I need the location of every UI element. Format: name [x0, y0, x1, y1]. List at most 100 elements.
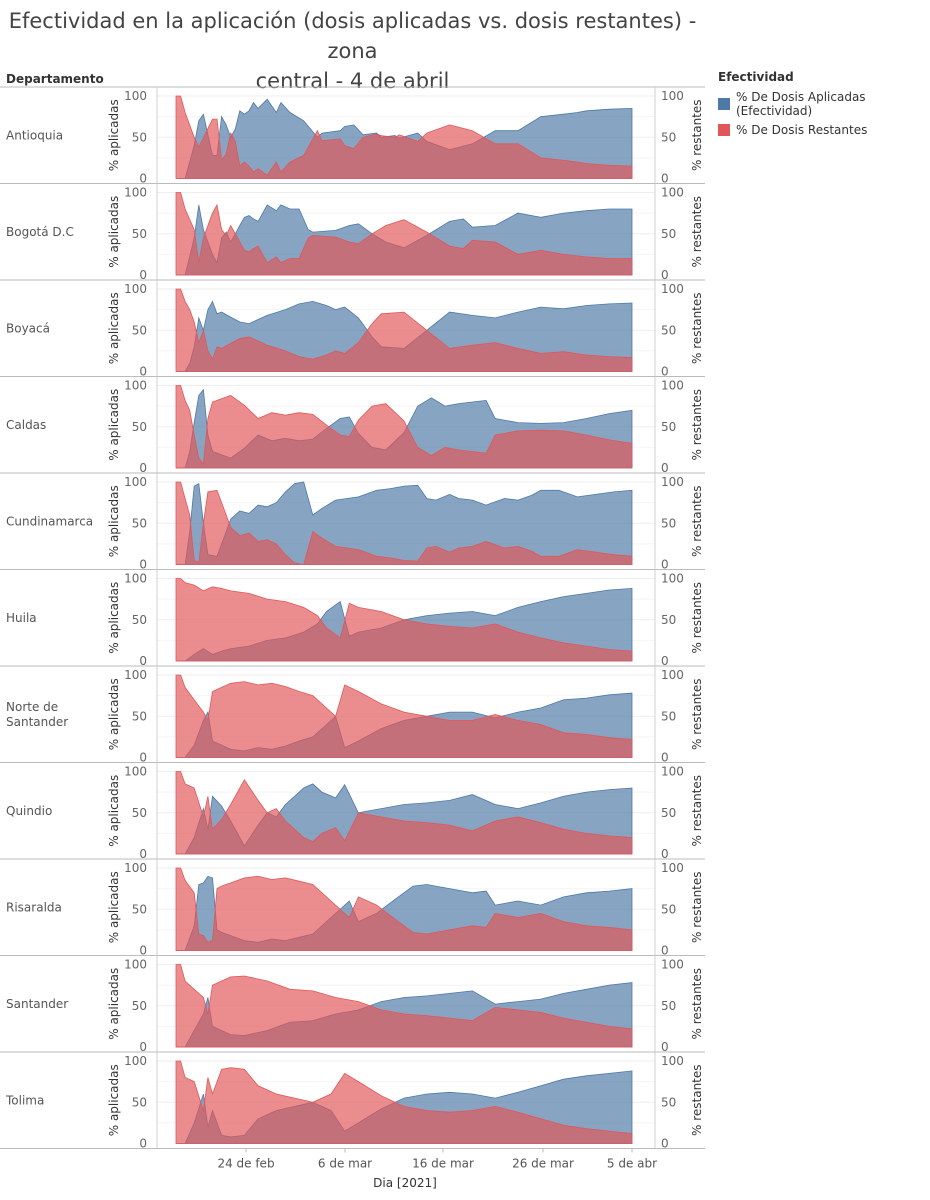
- y-tick-right: 50: [661, 709, 676, 723]
- x-tick-label: 6 de mar: [318, 1157, 372, 1171]
- y-tick-right: 0: [661, 847, 669, 861]
- y-tick-left: 0: [139, 461, 147, 475]
- y-tick-left: 50: [132, 420, 147, 434]
- series-restantes-area: [175, 288, 633, 372]
- y-tick-right: 0: [661, 654, 669, 668]
- y-tick-right: 50: [661, 323, 676, 337]
- y-axis-left-title: % aplicadas: [107, 871, 121, 943]
- y-tick-right: 100: [661, 572, 684, 586]
- y-axis-left-title: % aplicadas: [107, 196, 121, 268]
- y-tick-right: 0: [661, 558, 669, 572]
- y-tick-left: 50: [132, 323, 147, 337]
- department-label: Huila: [6, 611, 37, 625]
- legend-item-aplicadas[interactable]: % De Dosis Aplicadas (Efectividad): [718, 90, 928, 118]
- y-axis-left-title: % aplicadas: [107, 1064, 121, 1136]
- y-tick-right: 100: [661, 186, 684, 200]
- y-tick-right: 50: [661, 130, 676, 144]
- y-axis-right-title: % restantes: [690, 389, 704, 461]
- series-restantes-area: [175, 867, 633, 951]
- x-tick-label: 26 de mar: [512, 1157, 574, 1171]
- y-tick-left: 0: [139, 654, 147, 668]
- y-tick-right: 50: [661, 902, 676, 916]
- chart-title: Efectividad en la aplicación (dosis apli…: [0, 6, 705, 96]
- department-label: Santander: [6, 997, 68, 1011]
- y-tick-left: 0: [139, 847, 147, 861]
- y-tick-left: 100: [124, 186, 147, 200]
- y-tick-left: 100: [124, 572, 147, 586]
- y-tick-left: 0: [139, 365, 147, 379]
- y-axis-right-title: % restantes: [690, 871, 704, 943]
- y-tick-left: 100: [124, 1054, 147, 1068]
- y-tick-right: 100: [661, 282, 684, 296]
- y-tick-right: 100: [661, 861, 684, 875]
- y-tick-left: 50: [132, 613, 147, 627]
- y-tick-left: 100: [124, 958, 147, 972]
- y-tick-left: 50: [132, 227, 147, 241]
- department-label: Quindio: [6, 804, 52, 818]
- y-tick-right: 0: [661, 944, 669, 958]
- x-tick-label: 24 de feb: [217, 1157, 274, 1171]
- y-tick-left: 100: [124, 861, 147, 875]
- y-tick-left: 50: [132, 902, 147, 916]
- y-tick-right: 50: [661, 516, 676, 530]
- y-axis-right-title: % restantes: [690, 99, 704, 171]
- y-axis-left-title: % aplicadas: [107, 292, 121, 364]
- series-restantes-area: [175, 481, 633, 565]
- y-tick-right: 0: [661, 268, 669, 282]
- series-restantes-area: [175, 578, 633, 662]
- series-restantes-area: [175, 192, 633, 276]
- y-tick-right: 50: [661, 806, 676, 820]
- y-tick-left: 50: [132, 806, 147, 820]
- series-restantes-area: [175, 1060, 633, 1144]
- y-axis-right-title: % restantes: [690, 582, 704, 654]
- y-tick-right: 0: [661, 1137, 669, 1151]
- chart-title-line-2: central - 4 de abril: [255, 69, 450, 93]
- y-tick-right: 0: [661, 1040, 669, 1054]
- y-tick-right: 0: [661, 172, 669, 186]
- series-restantes-area: [175, 95, 633, 179]
- series-restantes-area: [175, 964, 633, 1048]
- department-label: Risaralda: [6, 900, 62, 914]
- y-tick-right: 0: [661, 461, 669, 475]
- y-tick-left: 50: [132, 1095, 147, 1109]
- y-tick-right: 50: [661, 1095, 676, 1109]
- y-tick-left: 0: [139, 268, 147, 282]
- chart-title-line-1: Efectividad en la aplicación (dosis apli…: [8, 9, 697, 63]
- y-axis-right-title: % restantes: [690, 485, 704, 557]
- department-label: Boyacá: [6, 321, 50, 335]
- x-axis-title: Dia [2021]: [373, 1176, 437, 1190]
- y-tick-right: 50: [661, 420, 676, 434]
- department-label: Caldas: [6, 418, 46, 432]
- y-tick-left: 50: [132, 130, 147, 144]
- legend-label-aplicadas: % De Dosis Aplicadas (Efectividad): [736, 90, 866, 118]
- y-tick-right: 0: [661, 365, 669, 379]
- y-tick-right: 100: [661, 1054, 684, 1068]
- legend-swatch-aplicadas: [718, 98, 730, 110]
- y-tick-left: 0: [139, 751, 147, 765]
- y-tick-left: 0: [139, 944, 147, 958]
- y-axis-right-title: % restantes: [690, 678, 704, 750]
- legend-title: Efectividad: [718, 70, 794, 84]
- department-label: Antioquia: [6, 128, 63, 142]
- department-label: Norte de: [6, 700, 58, 714]
- legend-item-restantes[interactable]: % De Dosis Restantes: [718, 123, 928, 137]
- series-restantes-area: [175, 385, 633, 469]
- department-label: Tolima: [5, 1093, 44, 1107]
- y-tick-left: 0: [139, 1137, 147, 1151]
- y-tick-left: 100: [124, 282, 147, 296]
- departamento-header: Departamento: [6, 72, 104, 86]
- y-tick-left: 0: [139, 172, 147, 186]
- y-tick-right: 50: [661, 999, 676, 1013]
- y-tick-left: 100: [124, 668, 147, 682]
- y-axis-left-title: % aplicadas: [107, 582, 121, 654]
- y-tick-left: 0: [139, 558, 147, 572]
- y-tick-right: 100: [661, 89, 684, 103]
- y-tick-left: 0: [139, 1040, 147, 1054]
- y-tick-left: 50: [132, 999, 147, 1013]
- y-tick-left: 50: [132, 709, 147, 723]
- series-restantes-area: [175, 771, 633, 855]
- y-axis-left-title: % aplicadas: [107, 968, 121, 1040]
- y-tick-right: 50: [661, 613, 676, 627]
- legend-label-restantes: % De Dosis Restantes: [736, 123, 868, 137]
- department-label: Bogotá D.C: [6, 225, 74, 239]
